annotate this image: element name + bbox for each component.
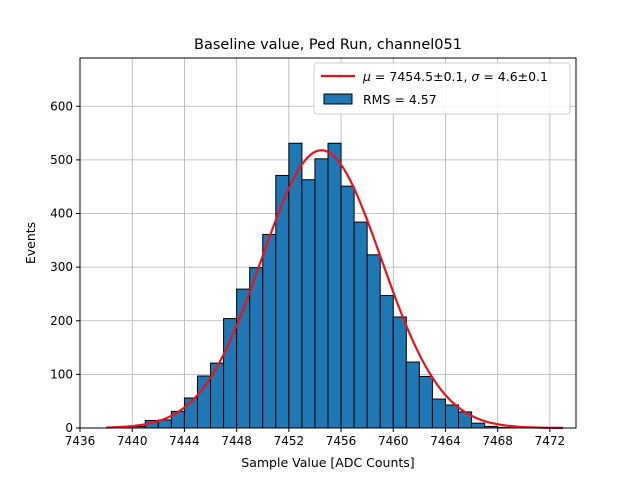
y-tick-label: 200 [50, 314, 73, 328]
histogram-bar [379, 295, 394, 429]
histogram-bar [314, 158, 329, 429]
y-tick-label: 300 [50, 260, 73, 274]
x-tick-label: 7464 [430, 434, 461, 448]
histogram-bar [392, 316, 407, 429]
histogram-bar [262, 233, 277, 429]
histogram-bar [366, 254, 381, 429]
gaussian-fit-curve [106, 149, 563, 430]
x-tick-label: 7472 [535, 434, 566, 448]
legend-mu-value: = 7454.5±0.1, [371, 69, 471, 84]
x-axis-ticks: 7436 7440 7444 7448 7452 7456 7460 7464 7468 7472 [65, 428, 565, 448]
histogram-bar [223, 318, 238, 429]
legend-histogram-label: RMS = 4.57 [363, 92, 437, 107]
legend-histogram-swatch [323, 93, 353, 105]
y-tick-label: 0 [65, 421, 73, 435]
legend-sigma-value: = 4.6±0.1 [479, 69, 548, 84]
x-tick-label: 7456 [326, 434, 357, 448]
x-tick-label: 7436 [65, 434, 96, 448]
histogram-bar [196, 375, 212, 429]
histogram-bar [471, 422, 486, 429]
y-tick-label: 100 [50, 367, 73, 381]
plot-frame [79, 57, 577, 429]
y-tick-label: 400 [50, 207, 73, 221]
histogram-bar [249, 267, 264, 429]
x-tick-label: 7440 [117, 434, 148, 448]
x-axis-label: Sample Value [ADC Counts] [241, 455, 414, 470]
histogram-bar [405, 361, 420, 429]
x-tick-label: 7460 [378, 434, 409, 448]
x-tick-label: 7444 [169, 434, 200, 448]
histogram-bar [444, 404, 460, 429]
x-tick-label: 7448 [221, 434, 252, 448]
histogram-bar [431, 398, 446, 429]
legend-box [313, 62, 571, 115]
y-tick-label: 500 [50, 153, 73, 167]
histogram-bar [418, 376, 433, 429]
legend: μ = 7454.5±0.1, σ = 4.6±0.1 RMS = 4.57 [313, 62, 571, 115]
histogram-bar [353, 221, 368, 429]
legend-fit-label: μ = 7454.5±0.1, σ = 4.6±0.1 [362, 69, 548, 84]
histogram-bar [340, 185, 355, 429]
x-tick-label: 7452 [274, 434, 305, 448]
histogram-bar [301, 179, 316, 429]
y-axis-label: Events [23, 222, 38, 264]
y-axis-ticks: 0 100 200 300 400 500 600 [50, 99, 80, 435]
legend-mu-symbol: μ [362, 69, 371, 84]
legend-sigma-symbol: σ [471, 69, 480, 84]
histogram-bar [327, 142, 342, 429]
x-tick-label: 7468 [482, 434, 513, 448]
y-tick-label: 600 [50, 99, 73, 113]
chart-title: Baseline value, Ped Run, channel051 [194, 37, 462, 53]
